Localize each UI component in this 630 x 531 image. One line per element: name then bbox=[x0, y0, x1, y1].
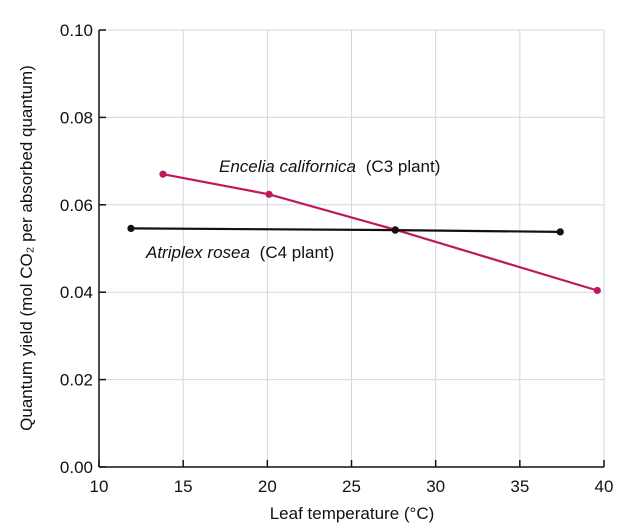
series-label-atriplex: Atriplex rosea (C4 plant) bbox=[145, 243, 334, 262]
x-tick-label: 35 bbox=[510, 477, 529, 496]
series-line-0 bbox=[162, 173, 598, 292]
y-tick-label: 0.08 bbox=[60, 108, 93, 127]
data-point bbox=[556, 228, 564, 236]
series-label-encelia-species: Encelia californica bbox=[219, 157, 356, 176]
grid-lines bbox=[99, 29, 605, 467]
y-tick-label: 0.02 bbox=[60, 371, 93, 390]
data-point bbox=[159, 170, 167, 178]
x-tick-label: 10 bbox=[90, 477, 109, 496]
x-tick-label: 40 bbox=[595, 477, 614, 496]
y-tick-label: 0.10 bbox=[60, 21, 93, 40]
series-line-1 bbox=[130, 227, 561, 233]
series-label-atriplex-species: Atriplex rosea bbox=[145, 243, 250, 262]
data-point bbox=[391, 226, 399, 234]
x-axis-title: Leaf temperature (°C) bbox=[270, 504, 435, 523]
data-point bbox=[265, 190, 273, 198]
axis-ticks: 0.00 0.02 0.04 0.06 0.08 0.10 10 15 20 25 30 35 40 bbox=[60, 21, 614, 496]
y-axis-title: Quantum yield (mol CO₂ per absorbed quan… bbox=[17, 65, 36, 431]
series-label-encelia-type: (C3 plant) bbox=[366, 157, 441, 176]
series-label-atriplex-type: (C4 plant) bbox=[260, 243, 335, 262]
x-tick-label: 15 bbox=[174, 477, 193, 496]
series bbox=[127, 170, 601, 295]
series-label-encelia: Encelia californica (C3 plant) bbox=[219, 157, 440, 176]
data-point bbox=[127, 224, 135, 232]
data-point bbox=[593, 286, 601, 295]
x-tick-label: 30 bbox=[426, 477, 445, 496]
y-tick-label: 0.00 bbox=[60, 458, 93, 477]
x-tick-label: 25 bbox=[342, 477, 361, 496]
y-tick-label: 0.06 bbox=[60, 196, 93, 215]
y-tick-label: 0.04 bbox=[60, 283, 93, 302]
x-tick-label: 20 bbox=[258, 477, 277, 496]
